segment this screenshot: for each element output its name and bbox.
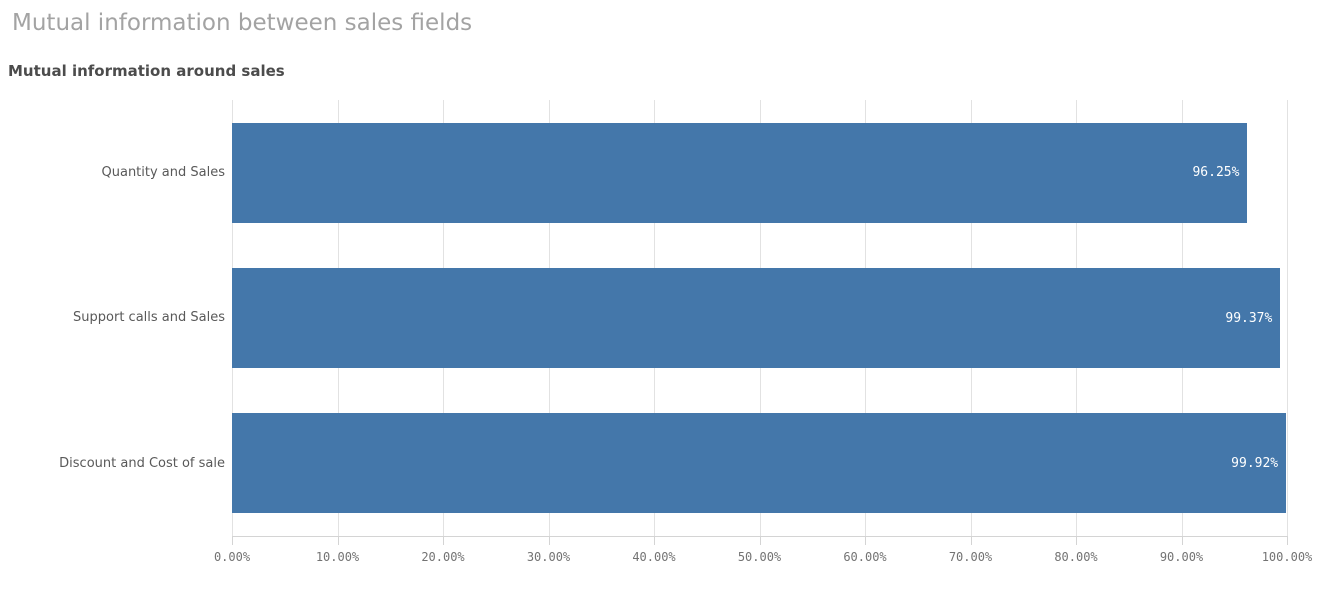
bar-value-label: 99.37%: [1225, 310, 1273, 326]
x-axis-tick-mark: [1076, 536, 1077, 545]
x-axis-tick-label: 50.00%: [737, 550, 782, 564]
bar-discount-and-cost-of-sale[interactable]: 99.92%: [232, 413, 1287, 514]
y-axis-label: Support calls and Sales: [73, 310, 225, 326]
x-axis-tick-label: 40.00%: [632, 550, 676, 564]
x-axis-tick-label: 70.00%: [948, 550, 993, 564]
gridline: [1287, 100, 1288, 536]
plot-area: 96.25% 99.37% 99.92%: [232, 100, 1288, 545]
x-axis-tick-mark: [654, 536, 655, 545]
x-axis-tick-mark: [443, 536, 444, 545]
x-axis-tick-label: 60.00%: [843, 550, 887, 564]
x-axis-tick-mark: [232, 536, 233, 545]
x-axis-tick-mark: [548, 536, 550, 545]
bar-value-label: 96.25%: [1192, 165, 1240, 181]
x-axis-tick-label: 90.00%: [1159, 550, 1204, 564]
y-axis-label: Discount and Cost of sale: [59, 455, 225, 471]
x-axis-tick-label: 20.00%: [421, 550, 465, 564]
x-axis-tick-label: 30.00%: [526, 550, 571, 564]
bar-quantity-and-sales[interactable]: 96.25%: [232, 122, 1248, 223]
x-axis-tick-mark: [337, 536, 339, 545]
x-axis-tick-label: 100.00%: [1261, 550, 1313, 564]
x-axis-tick-mark: [865, 536, 866, 545]
bar-value-label: 99.92%: [1231, 455, 1279, 471]
x-axis-tick-label: 10.00%: [315, 550, 360, 564]
sheet-title: Mutual information between sales fields: [12, 10, 473, 36]
bar-support-calls-and-sales[interactable]: 99.37%: [232, 268, 1281, 368]
x-axis-tick-mark: [759, 536, 761, 545]
chart-title: Mutual information around sales: [8, 62, 285, 80]
x-axis-tick-mark: [970, 536, 972, 545]
y-axis-label: Quantity and Sales: [101, 165, 226, 181]
x-axis-tick-label: 80.00%: [1054, 550, 1098, 564]
x-axis-tick-mark: [1287, 536, 1288, 545]
x-axis-tick-mark: [1181, 536, 1183, 545]
x-axis-tick-label: 0.00%: [213, 550, 251, 564]
